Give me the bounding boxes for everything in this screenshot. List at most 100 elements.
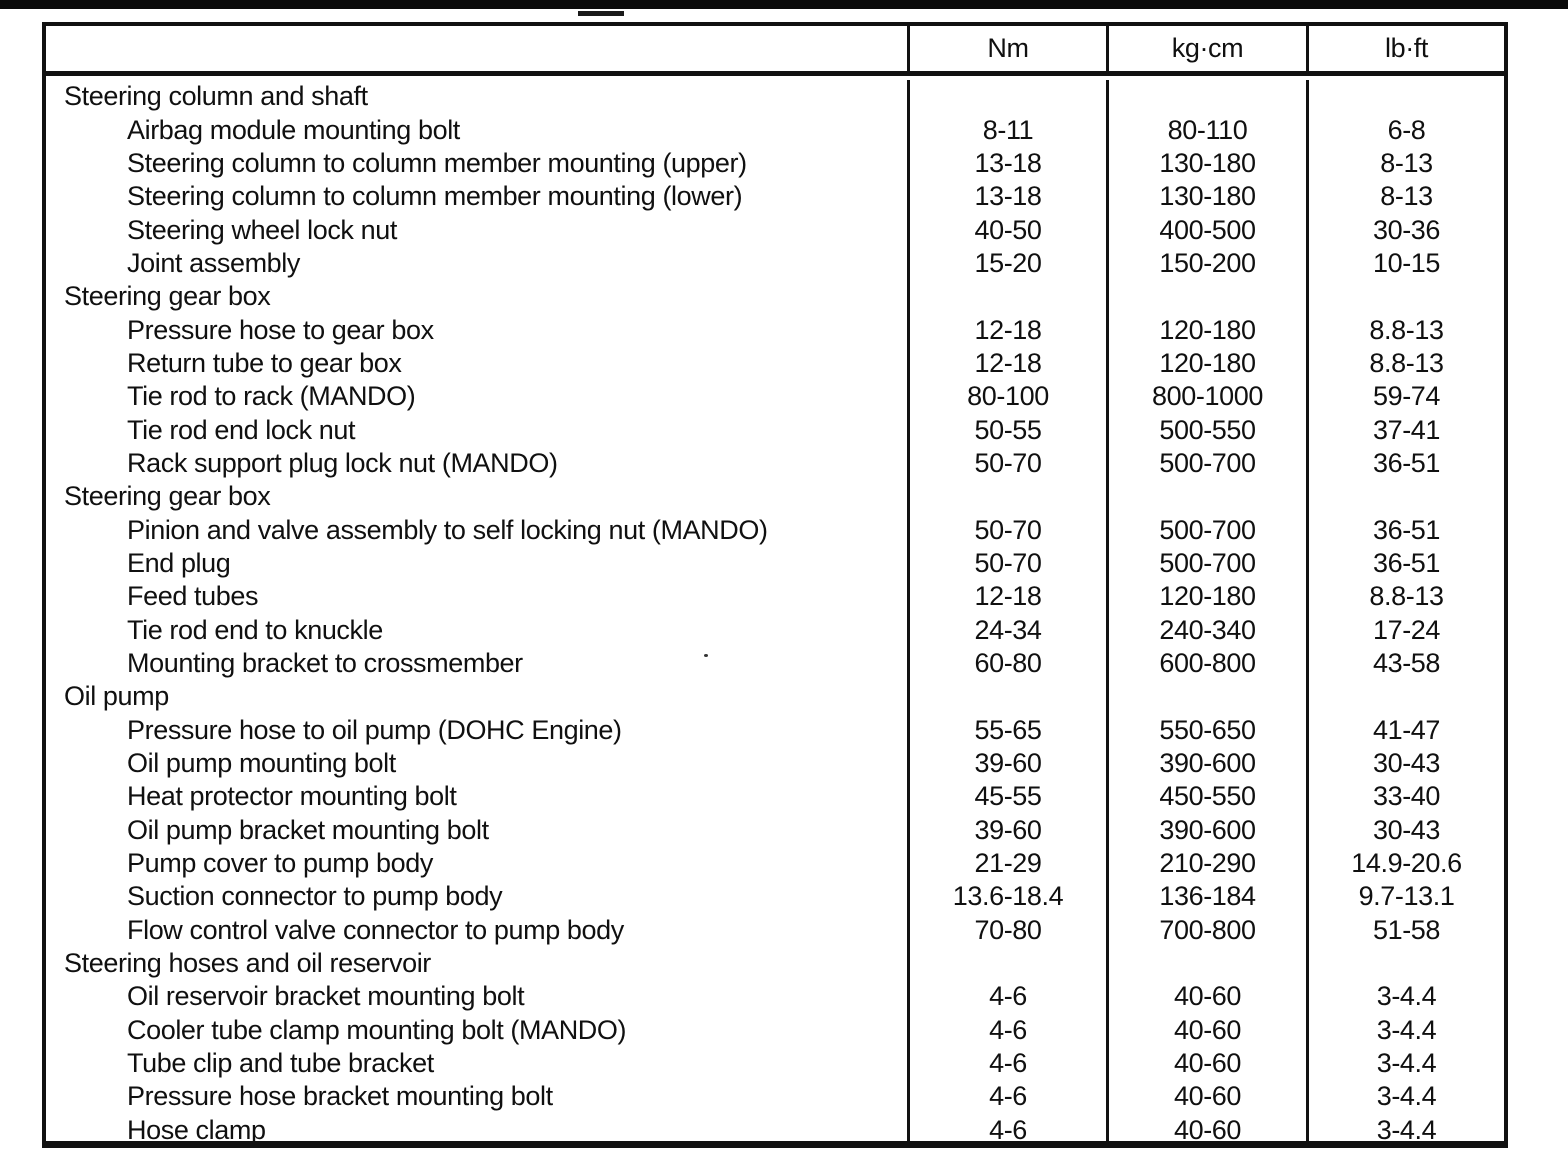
header-kgcm-column: kg·cm [1106,26,1306,71]
nm-value: 39-60 [907,746,1106,781]
item-label: Flow control valve connector to pump bod… [127,914,624,945]
item-label: Oil pump mounting bolt [127,748,396,779]
lbft-value: 37-41 [1306,413,1504,447]
item-label: Joint assembly [127,247,300,278]
kgcm-value: 450-550 [1106,780,1306,814]
lbft-value: 14.9-20.6 [1306,846,1504,881]
lbft-value [1306,946,1504,981]
lbft-value: 30-43 [1306,813,1504,847]
lbft-value: 17-24 [1306,613,1504,647]
kgcm-value: 40-60 [1106,1046,1306,1081]
scan-bar-artifact [0,0,1568,9]
kgcm-value: 550-650 [1106,713,1306,747]
item-label: Return tube to gear box [127,347,402,378]
kgcm-value [1106,480,1306,514]
lbft-value: 8.8-13 [1306,346,1504,381]
header-item-column [46,26,907,71]
kgcm-value: 136-184 [1106,880,1306,914]
nm-value: 12-18 [907,313,1106,347]
kgcm-value: 400-500 [1106,213,1306,247]
item-label: Tube clip and tube bracket [127,1048,434,1079]
lbft-value: 8.8-13 [1306,580,1504,614]
nm-value: 70-80 [907,913,1106,947]
nm-value: 8-11 [907,113,1106,147]
nm-value: 4-6 [907,1046,1106,1081]
lbft-value: 3-4.4 [1306,1113,1504,1141]
lbft-value: 59-74 [1306,380,1504,414]
nm-value [907,680,1106,714]
nm-value: 24-34 [907,613,1106,647]
nm-value: 4-6 [907,980,1106,1014]
lbft-value [1306,80,1504,114]
item-label: Oil reservoir bracket mounting bolt [127,981,525,1012]
kgcm-value: 40-60 [1106,1013,1306,1047]
kgcm-value [1106,280,1306,314]
nm-value: 13-18 [907,146,1106,181]
kgcm-value [1106,80,1306,114]
item-label: Feed tubes [127,581,259,612]
lbft-value: 36-51 [1306,546,1504,581]
kgcm-value: 700-800 [1106,913,1306,947]
section-label: Oil pump [64,681,169,712]
nm-value: 80-100 [907,380,1106,414]
lbft-value [1306,480,1504,514]
lbft-value: 3-4.4 [1306,1013,1504,1047]
section-label: Steering hoses and oil reservoir [64,948,431,979]
kgcm-value: 120-180 [1106,346,1306,381]
torque-spec-table: Nm kg·cm lb·ft Steering column and shaft… [42,22,1508,1148]
nm-value: 13.6-18.4 [907,880,1106,914]
scan-tick-artifact [578,11,624,16]
lbft-value: 43-58 [1306,646,1504,681]
nm-value: 4-6 [907,1013,1106,1047]
lbft-value: 36-51 [1306,513,1504,547]
lbft-value: 33-40 [1306,780,1504,814]
item-label: Tie rod end lock nut [127,414,356,445]
item-label: Pump cover to pump body [127,848,433,879]
lbft-value: 51-58 [1306,913,1504,947]
kgcm-value: 40-60 [1106,1080,1306,1114]
item-label: Suction connector to pump body [127,881,503,912]
item-label: Tie rod end to knuckle [127,614,383,645]
scan-dot-artifact [704,654,708,657]
nm-value: 50-70 [907,546,1106,581]
kgcm-value: 40-60 [1106,1113,1306,1141]
item-label: Steering column to column member mountin… [127,181,743,212]
nm-value: 40-50 [907,213,1106,247]
kgcm-value: 500-550 [1106,413,1306,447]
lbft-value: 30-36 [1306,213,1504,247]
kgcm-value: 240-340 [1106,613,1306,647]
lbft-value: 3-4.4 [1306,1046,1504,1081]
header-nm-column: Nm [907,26,1106,71]
kgcm-value: 390-600 [1106,746,1306,781]
item-label: Mounting bracket to crossmember [127,648,523,679]
nm-value: 50-70 [907,446,1106,481]
item-label: Tie rod to rack (MANDO) [127,381,416,412]
nm-value: 12-18 [907,346,1106,381]
section-label: Steering gear box [64,281,271,312]
kgcm-value [1106,680,1306,714]
nm-value: 39-60 [907,813,1106,847]
nm-value: 12-18 [907,580,1106,614]
nm-value: 50-55 [907,413,1106,447]
kgcm-value: 120-180 [1106,313,1306,347]
kgcm-value [1106,946,1306,981]
header-lbft-column: lb·ft [1306,26,1504,71]
nm-value [907,946,1106,981]
nm-value: 50-70 [907,513,1106,547]
section-label: Steering gear box [64,481,271,512]
lbft-value: 8-13 [1306,146,1504,181]
lbft-value: 36-51 [1306,446,1504,481]
kgcm-value: 800-1000 [1106,380,1306,414]
kgcm-value: 500-700 [1106,513,1306,547]
lbft-value: 8-13 [1306,180,1504,214]
item-label: Pressure hose to oil pump (DOHC Engine) [127,714,622,745]
item-label: End plug [127,547,231,578]
kgcm-value: 500-700 [1106,446,1306,481]
nm-value: 21-29 [907,846,1106,881]
kgcm-value: 40-60 [1106,980,1306,1014]
item-label: Oil pump bracket mounting bolt [127,814,489,845]
lbft-value: 8.8-13 [1306,313,1504,347]
lbft-value: 6-8 [1306,113,1504,147]
item-label: Pinion and valve assembly to self lockin… [127,514,768,545]
